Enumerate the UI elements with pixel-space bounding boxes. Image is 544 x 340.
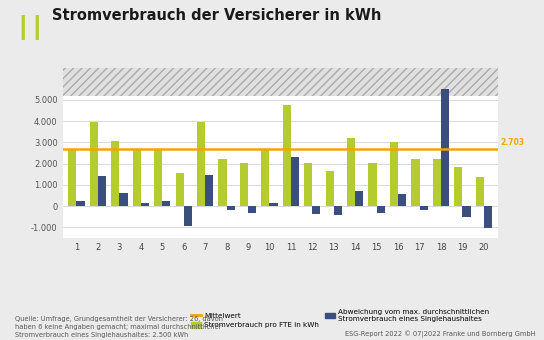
- Bar: [141, 203, 149, 206]
- Bar: [411, 159, 419, 206]
- Text: Quelle: Umfrage, Grundgesamtheit der Versicherer: 26, davon
haben 6 keine Angabe: Quelle: Umfrage, Grundgesamtheit der Ver…: [15, 316, 223, 338]
- Bar: [433, 159, 441, 206]
- Text: ESG-Report 2022 © 07|2022 Franke und Bornberg GmbH: ESG-Report 2022 © 07|2022 Franke und Bor…: [345, 330, 536, 338]
- Bar: [205, 175, 213, 206]
- Bar: [376, 206, 385, 212]
- Bar: [98, 176, 106, 206]
- Legend: Mittelwert, Stromverbrauch pro FTE in kWh, Abweichung vom max. durchschnittliche: Mittelwert, Stromverbrauch pro FTE in kW…: [188, 306, 492, 331]
- Bar: [347, 138, 355, 206]
- Bar: [484, 206, 492, 228]
- Bar: [111, 141, 119, 206]
- Text: ┃: ┃: [30, 15, 42, 40]
- Bar: [154, 149, 162, 206]
- Bar: [304, 163, 312, 206]
- Bar: [269, 203, 277, 206]
- Bar: [226, 206, 234, 210]
- Bar: [248, 206, 256, 212]
- Bar: [283, 105, 291, 206]
- Bar: [261, 149, 269, 206]
- Text: 2.703: 2.703: [500, 138, 524, 148]
- Bar: [63, 68, 498, 96]
- Bar: [69, 149, 77, 206]
- Bar: [77, 201, 85, 206]
- Bar: [197, 122, 205, 206]
- Bar: [334, 206, 342, 215]
- Bar: [390, 142, 398, 206]
- Bar: [162, 201, 170, 206]
- Bar: [240, 163, 248, 206]
- Bar: [355, 191, 363, 206]
- Bar: [133, 149, 141, 206]
- Bar: [454, 167, 462, 206]
- Bar: [398, 194, 406, 206]
- Bar: [184, 206, 192, 226]
- Text: ┃: ┃: [16, 15, 29, 40]
- Bar: [119, 193, 127, 206]
- Bar: [90, 122, 98, 206]
- Bar: [176, 173, 184, 206]
- Bar: [419, 206, 428, 210]
- Bar: [441, 89, 449, 206]
- Bar: [326, 171, 334, 206]
- Bar: [219, 159, 226, 206]
- Text: Stromverbrauch der Versicherer in kWh: Stromverbrauch der Versicherer in kWh: [52, 8, 381, 23]
- Bar: [462, 206, 471, 217]
- Bar: [475, 177, 484, 206]
- Bar: [291, 157, 299, 206]
- Bar: [312, 206, 320, 214]
- Bar: [368, 163, 376, 206]
